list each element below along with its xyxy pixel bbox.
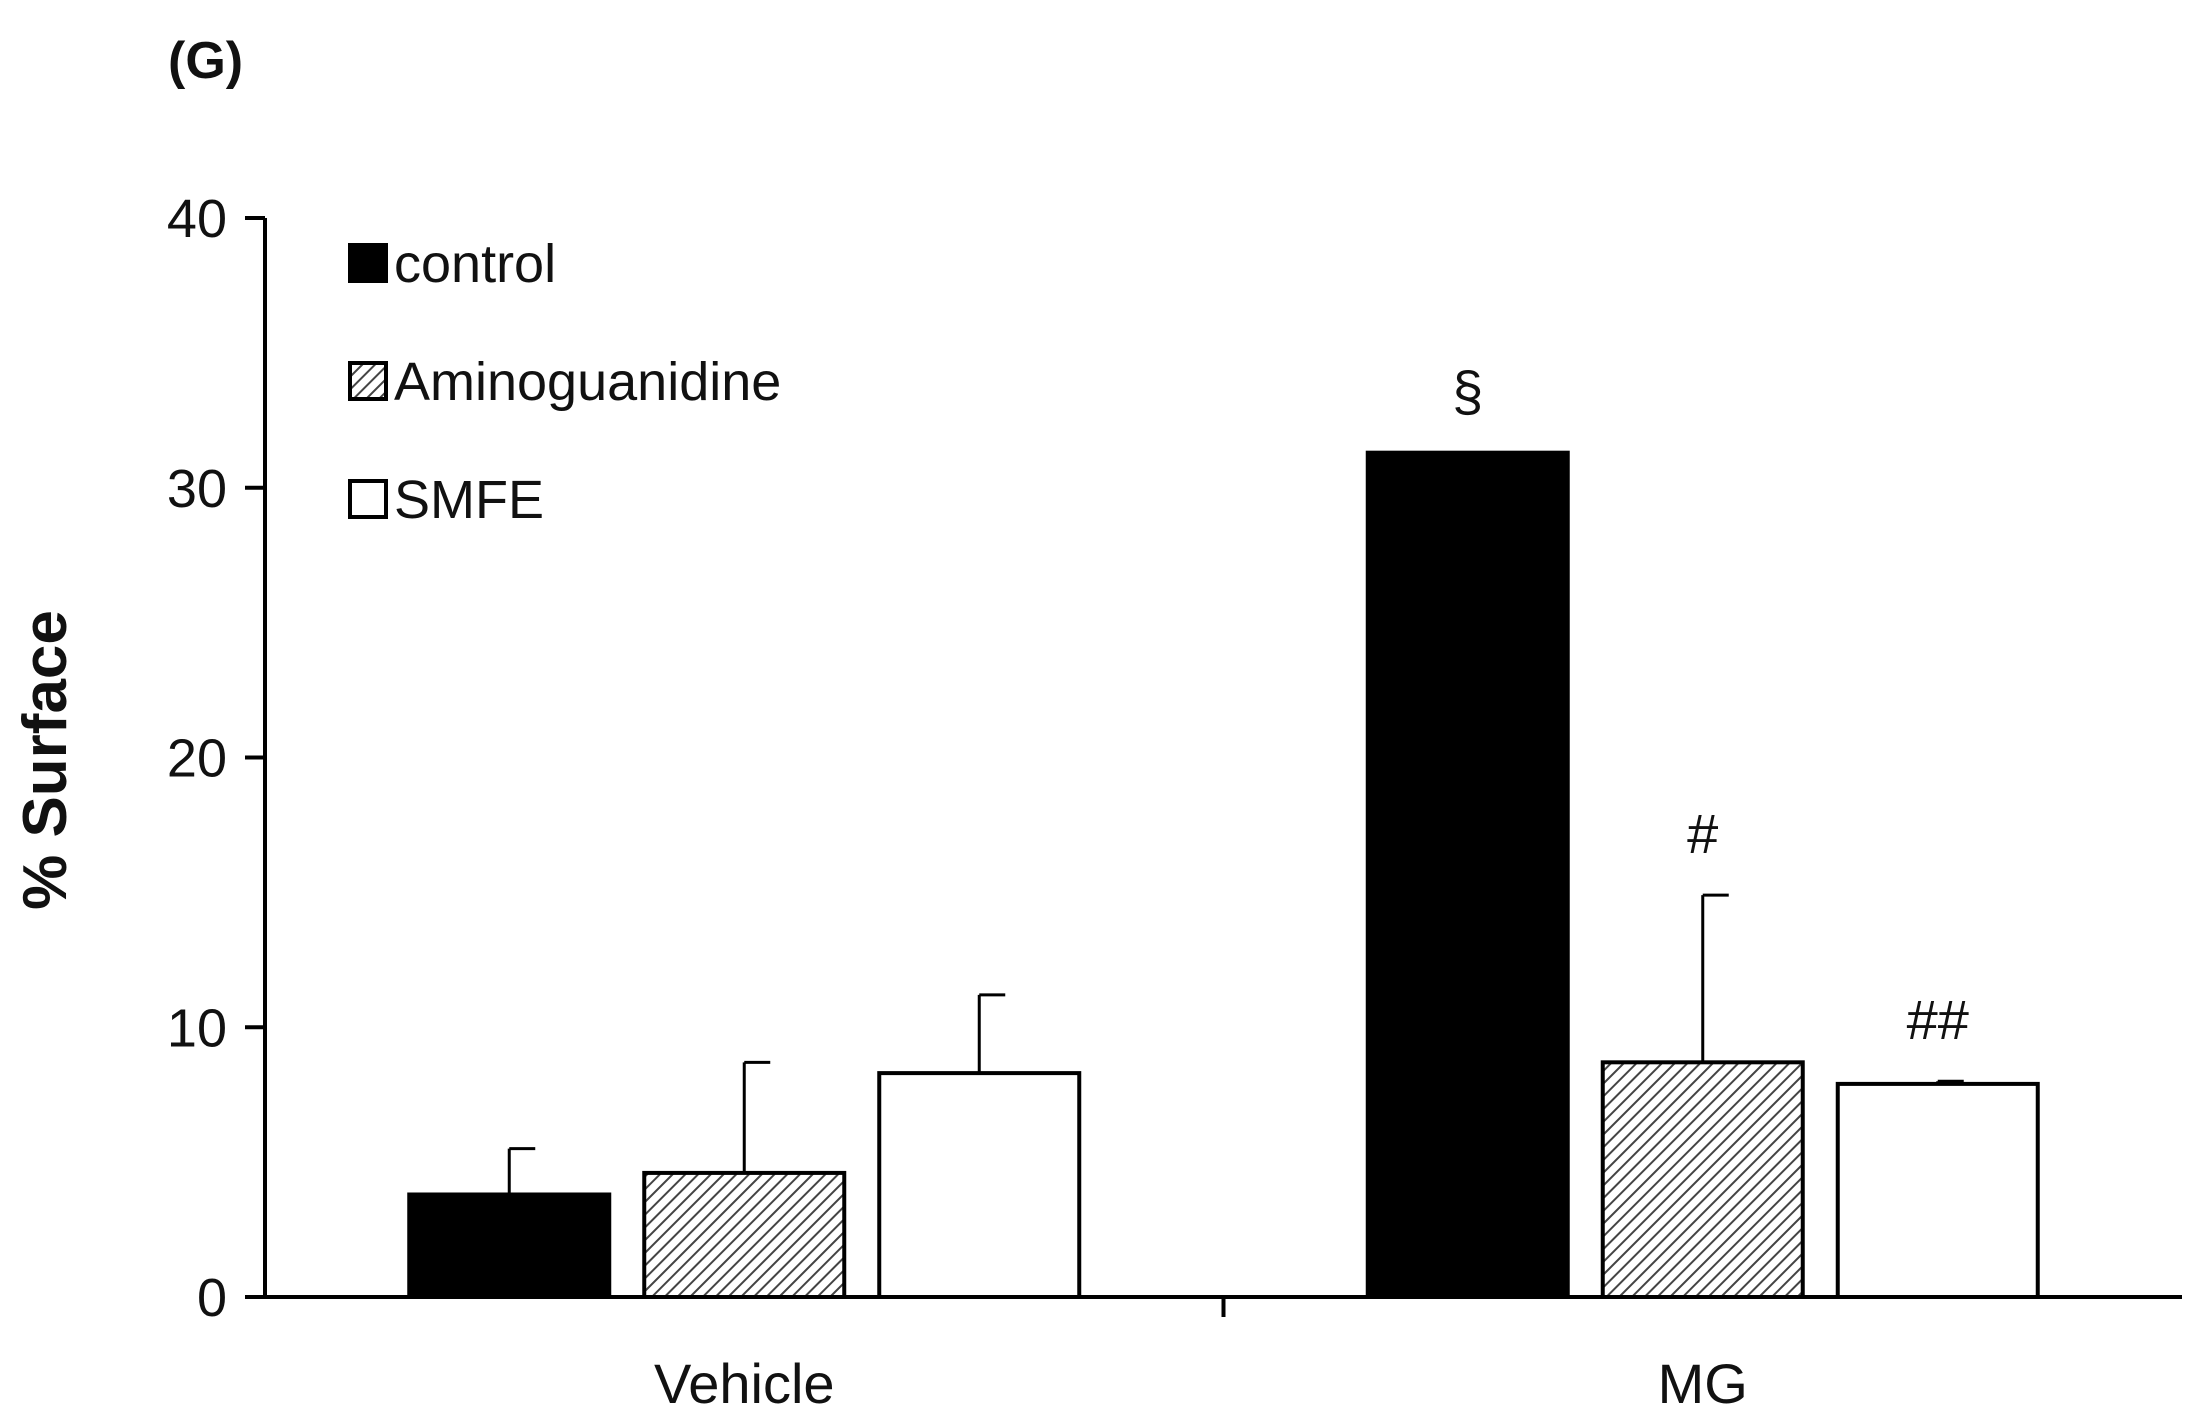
bar-smfe-vehicle [877, 1071, 1082, 1300]
significance-marker: ## [1907, 988, 1969, 1051]
y-tick-label: 10 [167, 998, 227, 1058]
bar-control-vehicle [407, 1192, 612, 1299]
y-ticks: 0 10 20 30 40 [167, 189, 265, 1328]
legend-swatch-smfe [348, 479, 388, 519]
bar-aminoguanidine-vehicle [642, 1170, 847, 1300]
y-tick-label: 0 [197, 1268, 227, 1328]
legend: control Aminoguanidine SMFE [348, 234, 781, 530]
legend-swatch-control [348, 243, 388, 283]
bar-aminoguanidine-mg [1600, 1060, 1805, 1299]
x-category-label: MG [1658, 1352, 1748, 1415]
legend-label: SMFE [394, 470, 544, 530]
legend-label: control [394, 234, 556, 294]
bar-control-mg [1365, 450, 1570, 1299]
y-tick-label: 30 [167, 459, 227, 519]
panel-label: (G) [168, 32, 243, 90]
y-axis-label: % Surface [11, 610, 80, 910]
y-tick-label: 40 [167, 189, 227, 249]
bars: §### [407, 360, 2040, 1300]
legend-swatch-aminoguanidine [348, 361, 388, 401]
y-tick-label: 20 [167, 729, 227, 789]
legend-label: Aminoguanidine [394, 352, 781, 412]
bar-smfe-mg [1835, 1081, 2040, 1299]
x-ticks: Vehicle MG [654, 1297, 1748, 1415]
significance-marker: § [1452, 360, 1483, 423]
x-category-label: Vehicle [654, 1352, 835, 1415]
significance-marker: # [1687, 802, 1718, 865]
